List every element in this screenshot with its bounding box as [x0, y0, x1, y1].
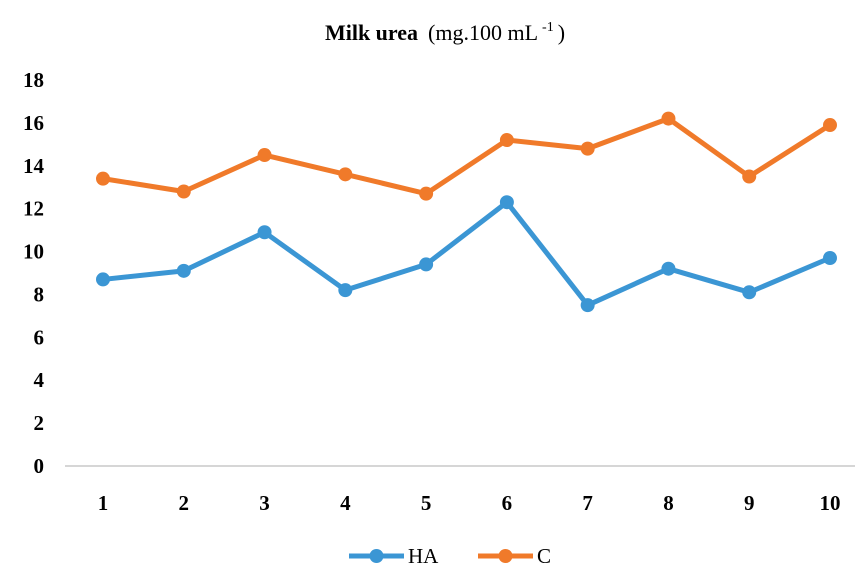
data-point [499, 195, 514, 210]
y-tick-label: 4 [34, 368, 45, 392]
x-tick-label: 5 [421, 491, 432, 515]
data-point [338, 167, 353, 182]
chart-title: Milk urea (mg.100 mL -1 ) [325, 18, 565, 45]
y-tick-label: 6 [34, 325, 45, 349]
data-point [176, 184, 191, 199]
y-tick-label: 8 [34, 282, 45, 306]
y-tick-label: 10 [23, 240, 44, 264]
legend-marker [498, 549, 513, 563]
legend-marker [369, 549, 384, 563]
data-point [96, 272, 110, 287]
y-tick-label: 0 [34, 454, 45, 478]
series-layer [96, 111, 837, 313]
y-tick-label: 16 [23, 111, 44, 135]
legend-label: C [537, 544, 551, 568]
data-point [257, 148, 272, 163]
legend: HA C [349, 544, 551, 568]
y-axis-ticks: 0 2 4 6 8 10 12 14 16 18 [23, 68, 45, 478]
data-point [419, 257, 434, 272]
data-point [742, 285, 757, 300]
y-tick-label: 2 [34, 411, 45, 435]
data-point [419, 186, 434, 201]
data-point [499, 133, 514, 148]
data-point [580, 298, 595, 313]
series-line [100, 199, 833, 308]
data-point [661, 111, 676, 126]
data-point [96, 171, 110, 186]
data-point [823, 118, 837, 133]
data-point [580, 141, 595, 156]
chart-title-unit: (mg.100 mL [428, 20, 538, 45]
chart-title-superscript: -1 [542, 20, 554, 35]
data-point [823, 250, 837, 265]
series-ha [96, 195, 837, 313]
x-tick-label: 1 [98, 491, 109, 515]
y-tick-label: 14 [23, 154, 45, 178]
x-tick-label: 8 [663, 491, 674, 515]
legend-label: HA [408, 544, 439, 568]
y-tick-label: 12 [23, 197, 44, 221]
legend-item-ha: HA [349, 544, 439, 568]
y-tick-label: 18 [23, 68, 44, 92]
series-line [100, 116, 833, 197]
data-point [661, 261, 676, 276]
data-point [338, 283, 353, 298]
data-point [257, 225, 272, 240]
data-point [742, 169, 757, 184]
chart-title-close: ) [558, 20, 565, 45]
x-tick-label: 4 [340, 491, 351, 515]
x-tick-label: 9 [744, 491, 755, 515]
x-tick-label: 10 [820, 491, 841, 515]
chart-title-main: Milk urea [325, 20, 418, 45]
x-axis-ticks: 1 2 3 4 5 6 7 8 9 10 [98, 491, 841, 515]
legend-item-c: C [478, 544, 551, 568]
data-point [176, 263, 191, 278]
series-c [96, 111, 837, 201]
x-tick-label: 7 [582, 491, 593, 515]
x-tick-label: 3 [259, 491, 270, 515]
x-tick-label: 2 [179, 491, 190, 515]
x-tick-label: 6 [502, 491, 513, 515]
